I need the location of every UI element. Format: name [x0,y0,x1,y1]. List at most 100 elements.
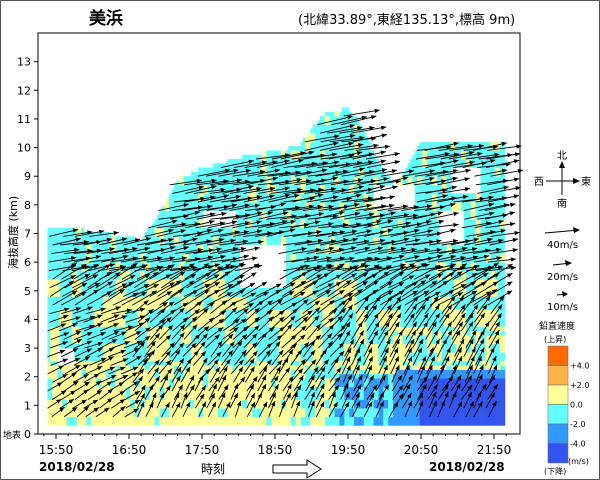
velocity-cell [59,227,63,233]
velocity-cell [135,373,138,379]
velocity-cell [76,416,80,422]
velocity-cell [239,240,243,246]
velocity-cell [178,356,182,362]
velocity-cell [215,330,219,336]
velocity-cell [254,365,258,370]
velocity-cell [118,416,121,422]
velocity-cell [64,403,68,409]
velocity-cell [215,339,219,345]
velocity-cell [222,386,226,392]
velocity-cell [96,339,99,345]
velocity-cell [242,421,245,426]
velocity-cell [132,326,136,332]
velocity-cell [91,236,95,241]
velocity-cell [164,210,168,216]
velocity-cell [244,322,248,327]
velocity-cell [108,318,112,323]
velocity-cell [93,253,97,259]
velocity-cell [76,412,80,418]
velocity-cell [98,287,102,293]
velocity-cell [91,322,95,327]
velocity-cell [79,326,82,332]
velocity-cell [215,244,219,250]
velocity-cell [193,292,197,297]
velocity-cell [96,300,99,306]
velocity-cell [161,330,165,336]
velocity-cell [200,270,204,276]
velocity-cell [234,348,238,353]
velocity-cell [105,279,109,284]
velocity-cell [261,373,265,379]
velocity-cell [268,219,272,224]
velocity-cell [220,412,223,418]
velocity-cell [237,292,241,297]
velocity-cell [254,356,258,362]
velocity-cell [285,275,289,280]
velocity-cell [130,352,133,357]
velocity-cell [261,382,265,388]
velocity-cell [222,339,226,345]
velocity-cell [127,322,131,327]
velocity-cell [191,313,194,319]
velocity-cell [278,313,282,319]
velocity-cell [271,201,275,207]
velocity-cell [93,313,97,319]
velocity-cell [113,257,116,263]
velocity-cell [222,287,226,293]
velocity-cell [215,266,219,272]
velocity-cell [105,283,109,289]
velocity-cell [244,373,248,379]
velocity-cell [186,360,189,366]
velocity-cell [278,356,282,362]
velocity-cell [285,318,289,323]
velocity-cell [210,412,214,418]
velocity-cell [215,227,219,233]
velocity-cell [193,322,197,327]
velocity-cell [256,412,260,418]
velocity-cell [52,421,56,426]
velocity-cell [283,373,287,379]
velocity-cell [268,214,272,220]
velocity-cell [81,352,85,357]
velocity-cell [217,339,221,345]
velocity-cell [247,227,250,233]
velocity-cell [237,253,241,259]
velocity-cell [242,403,245,409]
velocity-cell [283,240,287,246]
velocity-cell [52,240,56,246]
velocity-cell [52,270,56,276]
velocity-cell [281,189,284,194]
velocity-cell [164,369,168,375]
velocity-cell [220,378,223,383]
velocity-cell [281,373,284,379]
velocity-cell [49,365,53,370]
velocity-cell [113,408,116,413]
velocity-cell [59,244,63,250]
velocity-cell [79,300,82,306]
velocity-cell [135,326,138,332]
velocity-cell [125,365,129,370]
velocity-cell [171,253,175,259]
velocity-cell [193,300,197,306]
velocity-cell [54,240,58,246]
velocity-cell [103,296,107,302]
velocity-cell [154,416,158,422]
velocity-cell [193,180,197,186]
velocity-cell [108,292,112,297]
velocity-cell [266,167,270,173]
velocity-cell [191,360,194,366]
velocity-cell [198,395,202,400]
velocity-cell [210,348,214,353]
velocity-cell [281,227,284,233]
velocity-cell [93,343,97,349]
velocity-cell [169,270,172,276]
velocity-cell [232,382,236,388]
velocity-cell [266,403,270,409]
velocity-cell [166,214,170,220]
velocity-cell [101,391,104,396]
velocity-cell [210,193,214,198]
velocity-cell [208,313,211,319]
velocity-cell [74,378,77,383]
velocity-cell [217,184,221,190]
velocity-cell [135,266,138,272]
